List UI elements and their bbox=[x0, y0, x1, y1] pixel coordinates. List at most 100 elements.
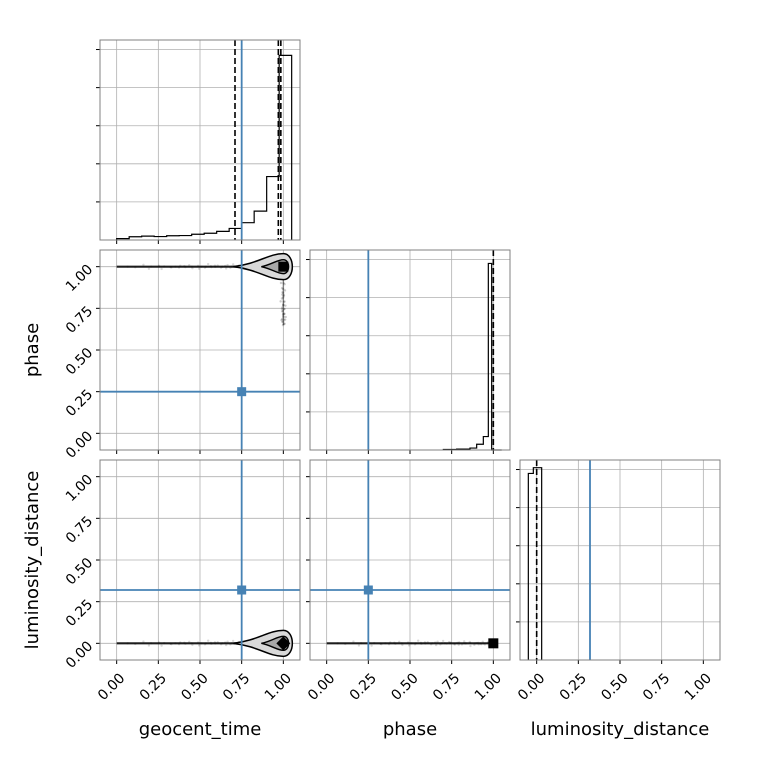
sample-point bbox=[279, 300, 282, 303]
mode-marker bbox=[276, 636, 291, 651]
marginal-geocent_time bbox=[96, 39, 301, 244]
sample-point bbox=[441, 639, 445, 643]
sample-point bbox=[463, 640, 466, 643]
sample-point bbox=[281, 296, 285, 299]
sample-point bbox=[282, 304, 285, 307]
y-tick-label: 0.25 bbox=[63, 387, 96, 420]
sample-point bbox=[283, 283, 286, 286]
sample-point bbox=[281, 310, 284, 313]
sample-point bbox=[283, 318, 287, 321]
sample-point bbox=[282, 318, 286, 321]
sample-point bbox=[284, 304, 287, 307]
histogram-step bbox=[116, 54, 293, 240]
sample-point bbox=[280, 307, 284, 311]
sample-point bbox=[370, 644, 373, 647]
truth-marker bbox=[237, 585, 247, 595]
panel-frame bbox=[99, 249, 301, 451]
sample-point bbox=[282, 291, 285, 295]
sample-point bbox=[282, 300, 285, 304]
y-tick-label: 1.00 bbox=[63, 262, 96, 295]
truth-marker bbox=[237, 387, 247, 397]
x-tick-label: 1.00 bbox=[682, 670, 715, 703]
y-tick-label: 0.75 bbox=[63, 303, 96, 336]
sample-point bbox=[147, 644, 151, 647]
sample-point bbox=[280, 286, 284, 290]
sample-point bbox=[282, 308, 286, 311]
panel-frame bbox=[519, 459, 721, 661]
x-tick-label: 0.75 bbox=[640, 670, 673, 703]
sample-point bbox=[282, 316, 285, 319]
mode-marker bbox=[488, 638, 499, 649]
marginal-phase bbox=[306, 249, 511, 454]
sample-point bbox=[469, 644, 472, 648]
x-tick-label: 0.25 bbox=[347, 670, 380, 703]
y-tick-label: 0.25 bbox=[63, 597, 96, 630]
x-tick-label: 0.25 bbox=[137, 670, 170, 703]
y-tick-label: 1.00 bbox=[63, 472, 96, 505]
y-tick-label: 0.00 bbox=[63, 428, 96, 461]
panel-geocent_time-vs-phase bbox=[96, 249, 301, 454]
histogram-step bbox=[442, 262, 502, 451]
panel-phase-vs-luminosity_distance bbox=[306, 459, 511, 664]
sample-point bbox=[279, 281, 283, 285]
sample-point bbox=[281, 317, 284, 321]
sample-point bbox=[281, 323, 285, 327]
sample-point bbox=[197, 267, 201, 270]
x-tick-label: 0.00 bbox=[305, 670, 338, 703]
sample-point bbox=[160, 267, 163, 271]
sample-point bbox=[281, 313, 285, 316]
sample-point bbox=[206, 262, 210, 266]
sample-point bbox=[407, 644, 411, 647]
sample-point bbox=[283, 289, 287, 292]
sample-point bbox=[283, 307, 286, 311]
sample-point bbox=[281, 309, 284, 313]
sample-point bbox=[281, 287, 285, 291]
sample-point bbox=[197, 644, 201, 647]
axis-labels: geocent_time phase luminosity_distancephas… bbox=[22, 323, 709, 740]
x-tick-label: 0.50 bbox=[178, 670, 211, 703]
sample-point bbox=[281, 320, 284, 323]
sample-point bbox=[282, 320, 285, 323]
panel-frame bbox=[99, 39, 301, 241]
truth-marker bbox=[363, 585, 373, 595]
sample-point bbox=[282, 312, 286, 316]
y-tick-label: 0.00 bbox=[63, 638, 96, 671]
x-tick-label: 0.50 bbox=[598, 670, 631, 703]
sample-point bbox=[352, 640, 355, 643]
sample-point bbox=[282, 322, 286, 326]
sample-point bbox=[224, 267, 228, 270]
mode-marker bbox=[278, 261, 289, 272]
sample-point bbox=[224, 643, 228, 647]
x-tick-label: 0.50 bbox=[388, 670, 421, 703]
sample-point bbox=[281, 291, 284, 294]
x-tick-label: 0.00 bbox=[515, 670, 548, 703]
sample-point bbox=[231, 263, 235, 266]
x-tick-label: 1.00 bbox=[262, 670, 295, 703]
sample-point bbox=[280, 297, 284, 300]
sample-point bbox=[284, 315, 287, 319]
y-tick-label: 0.75 bbox=[63, 513, 96, 546]
sample-point bbox=[147, 267, 151, 271]
sample-point bbox=[283, 312, 286, 316]
sample-point bbox=[282, 303, 285, 306]
sample-point bbox=[282, 281, 285, 285]
x-axis-label-phase: phase bbox=[383, 719, 437, 740]
x-tick-label: 0.25 bbox=[557, 670, 590, 703]
sample-point bbox=[206, 639, 210, 642]
y-axis-label-luminosity_distance: luminosity_distance bbox=[22, 471, 43, 650]
histogram-step bbox=[527, 467, 543, 660]
sample-point bbox=[282, 294, 285, 298]
y-tick-label: 0.50 bbox=[63, 555, 96, 588]
sample-point bbox=[231, 639, 235, 643]
x-tick-label: 0.75 bbox=[220, 670, 253, 703]
sample-point bbox=[416, 639, 420, 642]
sample-point bbox=[282, 315, 285, 318]
sample-point bbox=[142, 263, 145, 267]
sample-point bbox=[282, 303, 285, 307]
sample-point bbox=[357, 644, 361, 647]
panel-frame bbox=[309, 459, 511, 661]
tick-labels: 0.00 0.25 0.50 0.75 1.00 0.00 0.25 0.50 0.75 1.00… bbox=[63, 262, 715, 704]
sample-point bbox=[282, 293, 286, 297]
sample-point bbox=[160, 644, 163, 647]
panel-geocent_time-vs-luminosity_distance bbox=[96, 459, 301, 664]
